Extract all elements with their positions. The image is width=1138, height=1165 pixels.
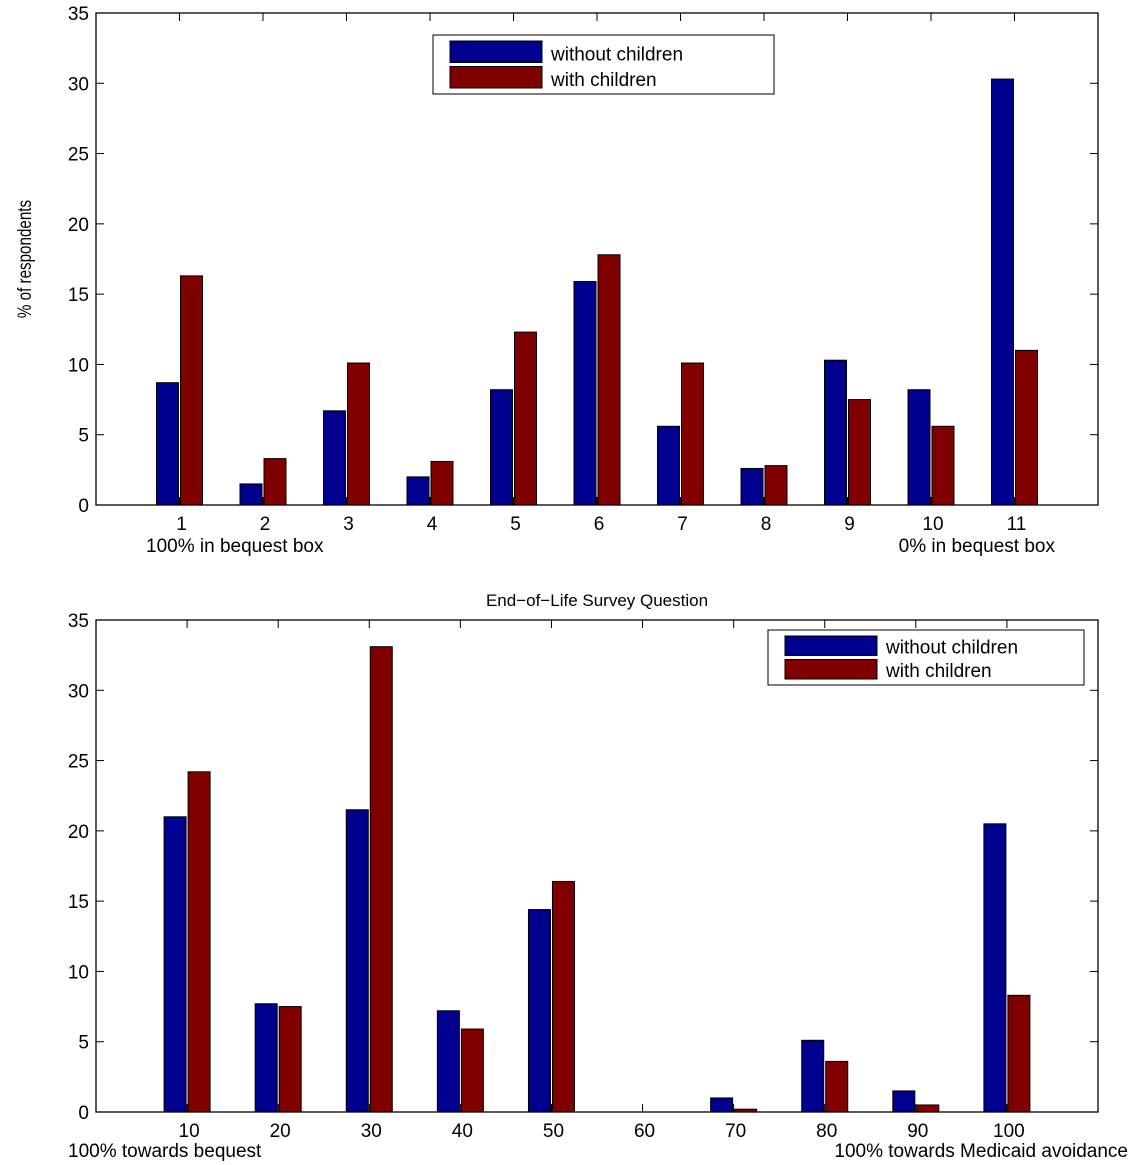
y-tick-label: 25 [68,752,89,773]
bar-without-children [657,425,680,506]
y-tick-label: 15 [68,892,89,913]
bar-with-children [263,458,287,506]
chart-bottom: 0 5 10 15 20 25 30 35 10 20 30 40 50 60 70 80 90 100 witho… [68,591,1128,1162]
chart-title: End−of−Life Survey Question [486,591,708,610]
axes-box [95,619,1099,1113]
bar-with-children [551,880,575,1113]
bar-without-children [323,410,346,506]
bar-with-children [347,362,370,506]
x-tick-label: 70 [725,1121,746,1142]
annotation-right: 0% in bequest box [899,536,1056,557]
bar-without-children [573,280,597,506]
x-tick-label: 90 [907,1121,928,1142]
x-tick-label: 60 [634,1121,655,1142]
x-tick-label: 9 [844,514,855,535]
bar-with-children [825,1060,849,1113]
bar-without-children [490,389,513,506]
bar-without-children [983,823,1007,1113]
y-tick-label: 20 [68,822,89,843]
y-tick-label: 20 [68,215,89,236]
bar-with-children [430,460,454,506]
bar-with-children [597,254,621,506]
bar-with-children [1007,994,1031,1113]
x-tick-label: 7 [677,514,688,535]
bar-with-children [278,1006,302,1113]
y-tick-label: 10 [68,355,89,376]
x-tick-label: 1 [176,514,187,535]
bar-with-children [460,1028,484,1113]
bar-with-children [931,425,955,506]
legend-label: without children [550,45,683,66]
bar-without-children [254,1003,278,1113]
legend-swatch [784,635,878,656]
legend-label: with children [550,70,657,91]
bar-with-children [1015,349,1038,506]
bar-with-children [681,362,704,506]
bar-without-children [406,476,430,506]
x-tick-label: 40 [452,1121,473,1142]
y-tick-label: 5 [78,426,89,447]
bar-without-children [156,382,179,506]
y-tick-label: 25 [68,145,89,166]
bar-with-children [187,771,211,1113]
y-axis-label: % of respondents [13,200,35,318]
bar-without-children [527,909,551,1113]
x-tick-label: 6 [594,514,605,535]
x-tick-label: 8 [761,514,772,535]
x-tick-label: 10 [922,514,943,535]
x-tick-label: 5 [510,514,521,535]
y-tick-label: 15 [68,285,89,306]
x-tick-label: 11 [1007,514,1027,535]
annotation-right: 100% towards Medicaid avoidance [834,1141,1128,1162]
bar-without-children [740,467,764,506]
bar-without-children [239,483,263,506]
y-tick-label: 35 [68,611,89,632]
x-tick-label: 10 [179,1121,200,1142]
bar-with-children [916,1104,940,1113]
legend-swatch [449,40,543,63]
x-tick-label: 30 [361,1121,382,1142]
bar-without-children [991,78,1014,506]
x-tick-label: 3 [343,514,354,535]
legend-label: with children [885,661,992,682]
bar-with-children [180,275,203,506]
y-tick-label: 30 [68,74,89,95]
x-tick-label: 20 [270,1121,291,1142]
bar-without-children [824,359,847,506]
legend-swatch [784,659,878,680]
bar-without-children [892,1090,916,1113]
annotation-left: 100% towards bequest [68,1141,262,1162]
legend-swatch [449,66,543,89]
bar-without-children [801,1039,825,1113]
y-tick-label: 30 [68,681,89,702]
x-tick-label: 80 [816,1121,837,1142]
y-tick-label: 35 [68,4,89,25]
legend-label: without children [885,638,1018,659]
chart-top: 0 5 10 15 20 25 30 35 1 2 3 4 5 6 7 8 9 10 11 without child… [13,4,1099,557]
bar-with-children [369,646,393,1113]
bar-without-children [436,1010,460,1113]
bar-with-children [734,1108,758,1113]
y-tick-label: 0 [78,496,89,517]
bar-with-children [514,331,537,506]
x-tick-label: 100 [993,1121,1025,1142]
bar-with-children [848,399,871,506]
x-tick-label: 4 [427,514,438,535]
x-tick-label: 50 [543,1121,564,1142]
bar-with-children [764,465,788,506]
y-tick-label: 5 [78,1033,89,1054]
bar-without-children [163,816,187,1113]
x-tick-label: 2 [260,514,271,535]
bar-without-children [710,1097,734,1113]
y-tick-label: 10 [68,962,89,983]
bar-without-children [907,389,931,506]
bar-without-children [345,809,369,1113]
annotation-left: 100% in bequest box [146,536,324,557]
y-tick-label: 0 [78,1103,89,1124]
